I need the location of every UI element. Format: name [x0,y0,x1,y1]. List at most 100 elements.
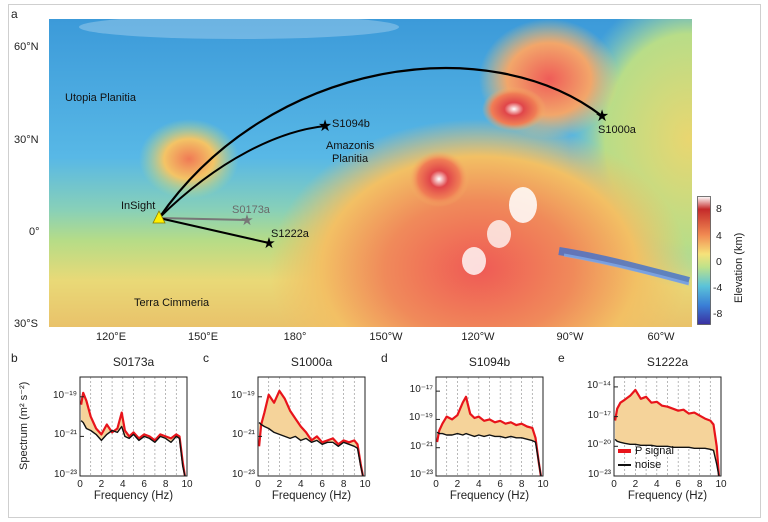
x-axis-label: Frequency (Hz) [449,490,530,502]
elevation-map [49,19,692,327]
lon-label-150e: 150°E [187,331,219,343]
panel-label-a: a [11,7,18,21]
plot-frame [79,376,188,477]
colorbar-tick: 0 [716,256,722,268]
y-tick-label: 10⁻²¹ [409,440,433,452]
spectrum-title: S1222a [646,355,689,369]
legend-swatch [618,464,631,467]
x-tick-label: 4 [476,479,482,490]
p-signal-line [80,391,186,477]
lon-label-150w: 150°W [369,331,403,343]
label-planitia: Planitia [332,153,369,165]
colorbar-tick: -4 [713,282,723,294]
x-tick-label: 2 [632,479,639,490]
x-tick-label: 6 [141,479,147,490]
y-tick-label: 10⁻²¹ [231,429,255,441]
path-to-s0173a [158,217,248,221]
noise-line [258,421,364,477]
legend-entry-signal: P signal [618,444,674,458]
lat-label-60n: 60°N [14,41,39,53]
plot-frame [257,376,366,477]
x-tick-label: 0 [433,479,439,490]
noise-line [614,438,720,477]
y-tick-label: 10⁻²³ [53,469,77,480]
colorbar-title: Elevation (km) [733,232,745,303]
signal-noise-fill [259,390,363,476]
y-tick-label: 10⁻²³ [409,469,433,480]
figure-frame [8,4,761,518]
star-s1094b: ★ [318,116,332,135]
lon-label-120e: 120°E [95,331,127,343]
spectrum-title: S0173a [112,355,155,369]
spectrum-plot-s1094b [435,376,544,477]
legend-label: P signal [635,445,674,457]
star-s1222a: ★ [262,234,275,252]
label-s1000a: S1000a [598,124,636,136]
x-tick-label: 4 [120,479,126,490]
spectrum-title: S1094b [468,355,511,369]
lon-label-90w: 90°W [556,331,584,343]
event-paths: ★ ★ ★ ★ [152,67,609,252]
panel-label-d: d [381,351,388,365]
x-tick-label: 8 [696,479,703,490]
label-utopia-planitia: Utopia Planitia [65,92,136,104]
legend-entry-noise: noise [618,458,674,472]
x-tick-label: 0 [77,479,83,490]
x-tick-label: 2 [454,479,461,490]
p-signal-line [258,389,364,477]
y-tick-label: 10⁻¹⁴ [586,379,611,391]
label-amazonis: Amazonis [326,140,375,152]
signal-noise-fill [615,389,719,476]
label-s0173a: S0173a [232,204,270,216]
spectrum-y-axis-label: Spectrum (m² s⁻²) [18,381,30,470]
insight-marker [152,210,166,224]
x-axis-label: Frequency (Hz) [271,490,352,502]
x-tick-label: 10 [537,479,549,490]
colorbar-tick: -8 [713,308,723,320]
x-tick-label: 6 [675,479,681,490]
path-to-s1094b [158,125,326,219]
y-tick-label: 10⁻²⁰ [587,439,611,451]
plot-frame [613,376,722,477]
lon-label-60w: 60°W [647,331,675,343]
x-tick-label: 6 [319,479,325,490]
lat-label-30n: 30°N [14,134,39,146]
star-s0173a: ★ [240,211,253,229]
y-tick-label: 10⁻²³ [231,469,255,480]
x-tick-label: 8 [162,479,169,490]
x-tick-label: 2 [98,479,105,490]
y-tick-label: 10⁻¹⁷ [409,384,433,396]
x-tick-label: 8 [518,479,525,490]
star-s1000a: ★ [595,106,609,125]
p-signal-line [436,395,542,477]
panel-label-e: e [558,351,565,365]
colorbar-tick: 4 [716,230,722,242]
y-tick-label: 10⁻¹⁹ [408,412,433,424]
y-tick-label: 10⁻¹⁹ [230,389,255,401]
noise-line [80,420,186,477]
x-tick-label: 4 [298,479,304,490]
lon-label-120w: 120°W [461,331,495,343]
spectrum-plot-s0173a [79,376,188,477]
x-tick-label: 6 [497,479,503,490]
x-axis-label: Frequency (Hz) [627,490,708,502]
x-tick-label: 10 [359,479,371,490]
y-tick-label: 10⁻¹⁹ [52,389,77,401]
x-tick-label: 0 [611,479,617,490]
spectrum-legend: P signal noise [618,444,674,472]
plot-frame [435,376,544,477]
spectrum-plot-s1222a [613,376,722,477]
path-to-s1000a [158,67,603,219]
spectrum-plot-s1000a [257,376,366,477]
y-tick-label: 10⁻²³ [587,469,611,480]
colorbar-tick: 8 [716,203,722,215]
legend-swatch [618,449,631,454]
panel-label-c: c [203,351,209,365]
spectrum-title: S1000a [290,355,333,369]
x-axis-label: Frequency (Hz) [93,490,174,502]
label-s1222a: S1222a [271,228,309,240]
p-signal-line [614,388,720,477]
noise-line [436,431,542,477]
x-tick-label: 8 [340,479,347,490]
elevation-colorbar [697,196,711,325]
